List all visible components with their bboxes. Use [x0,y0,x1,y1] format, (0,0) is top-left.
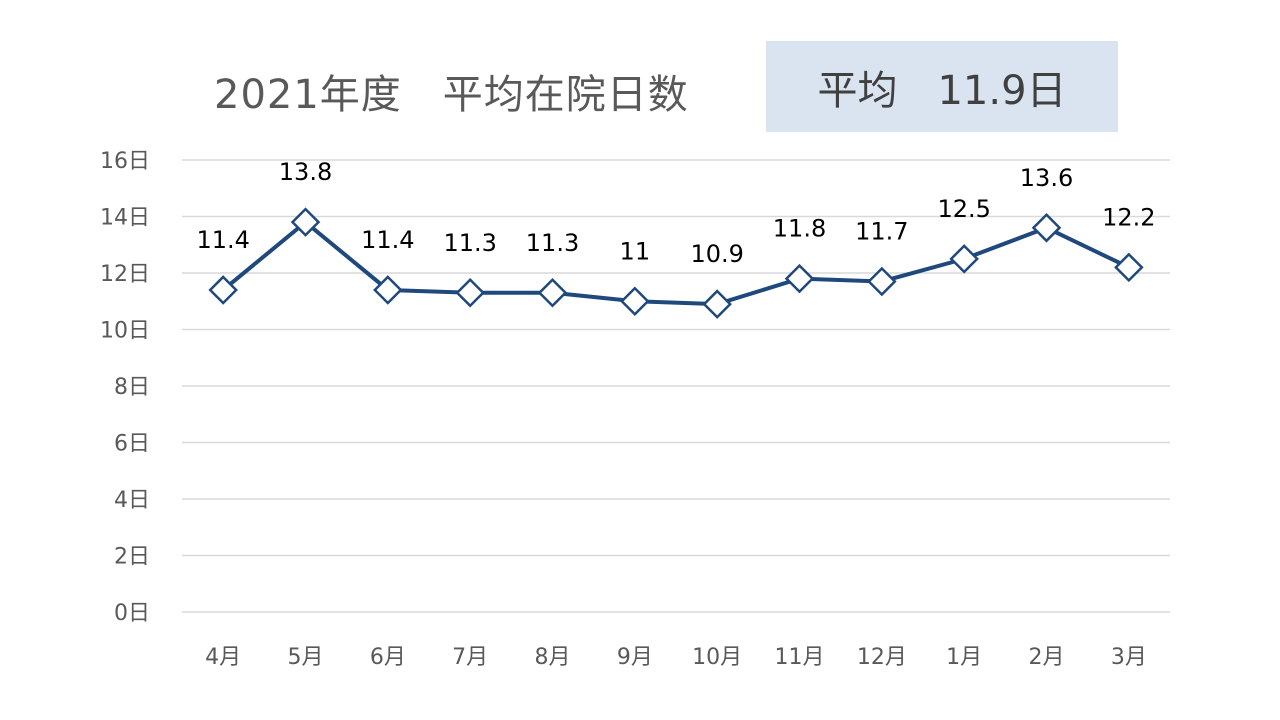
data-label: 11.7 [855,217,908,245]
y-tick-label: 12日 [100,262,150,287]
data-label: 12.5 [937,195,990,223]
y-tick-label: 4日 [114,488,150,513]
data-point-marker [455,278,485,308]
x-tick-label: 11月 [775,645,825,670]
data-label: 13.6 [1020,164,1073,192]
x-axis-tick-labels: 4月 5月 6月 7月 8月 9月 10月 11月 12月 1月 2月 3月 [205,645,1147,670]
data-point-marker [867,266,897,297]
x-tick-label: 9月 [617,645,653,670]
gridlines [182,159,1170,613]
data-labels: 11.4 13.8 11.4 11.3 11.3 11 10.9 11.8 11.7 12.5 13… [196,158,1155,268]
data-point-marker [208,275,238,305]
y-tick-label: 14日 [100,206,150,231]
x-tick-label: 10月 [692,645,742,670]
y-tick-label: 8日 [114,375,150,400]
data-label: 11.4 [361,226,414,254]
data-label: 11.3 [443,229,496,257]
data-point-marker [1031,213,1062,243]
x-tick-label: 12月 [857,645,907,670]
data-label: 11 [620,237,651,265]
y-tick-label: 2日 [114,545,150,570]
y-tick-label: 16日 [100,149,150,174]
x-tick-label: 6月 [370,645,406,670]
data-point-marker [620,286,650,317]
y-axis-tick-labels: 0日 2日 4日 6日 8日 10日 12日 14日 16日 [100,149,150,626]
data-label: 12.2 [1102,203,1155,231]
x-tick-label: 3月 [1111,645,1147,670]
x-tick-label: 4月 [205,645,241,670]
data-point-marker [949,244,979,274]
average-summary-box: 平均 11.9日 [766,41,1118,132]
data-label: 11.4 [196,226,249,254]
y-tick-label: 10日 [100,319,150,344]
data-label: 11.8 [773,215,826,243]
data-point-marker [1114,252,1144,283]
series-markers [208,207,1144,319]
x-tick-label: 1月 [946,645,982,670]
x-tick-label: 7月 [452,645,488,670]
data-point-marker [373,275,403,305]
data-point-marker [784,263,815,294]
data-point-marker [290,207,321,237]
data-label: 11.3 [526,229,579,257]
data-point-marker [537,278,568,308]
data-label: 10.9 [690,240,743,268]
average-summary-text: 平均 11.9日 [817,67,1067,114]
x-tick-label: 8月 [535,645,571,670]
data-label: 13.8 [279,158,332,186]
series-line [221,220,1130,307]
chart-title: 2021年度 平均在院日数 [214,72,689,118]
x-tick-label: 2月 [1029,645,1065,670]
x-tick-label: 5月 [288,645,324,670]
y-tick-label: 0日 [114,601,150,626]
data-point-marker [702,289,732,319]
y-tick-label: 6日 [114,432,150,457]
